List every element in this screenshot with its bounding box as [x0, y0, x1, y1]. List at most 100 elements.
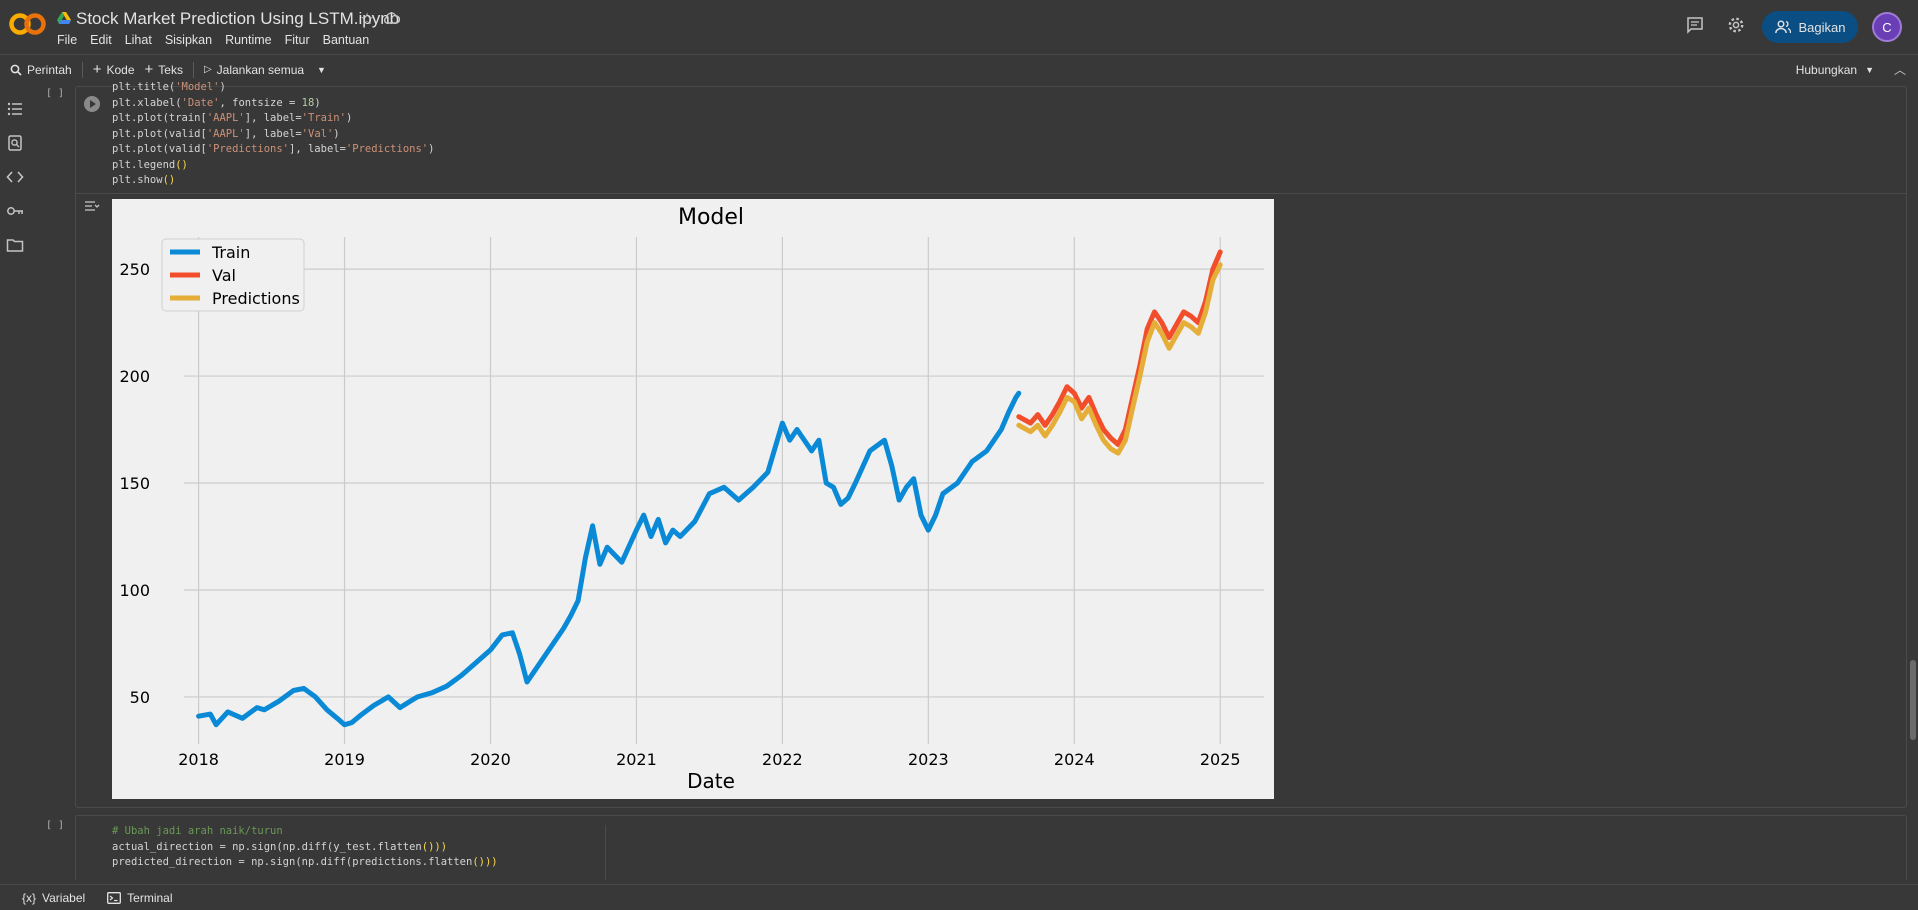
- code-text: ], label=: [244, 112, 302, 124]
- chevron-up-icon[interactable]: ︿: [1893, 63, 1906, 77]
- code-text: ): [333, 127, 340, 140]
- code-line: plt.xlabel('Date', fontsize = 18): [112, 96, 434, 112]
- table-of-contents-icon[interactable]: [6, 100, 24, 118]
- left-sidebar: [0, 86, 30, 876]
- notebook-title[interactable]: Stock Market Prediction Using LSTM.ipynb: [76, 9, 400, 28]
- menu-runtime[interactable]: Runtime: [225, 33, 272, 47]
- plus-icon: +: [144, 61, 154, 78]
- code-text: ], label=: [289, 143, 346, 155]
- code-editor[interactable]: plt.title('Model') plt.xlabel('Date', fon…: [112, 80, 434, 186]
- comment-icon[interactable]: [1686, 16, 1704, 34]
- legend-label-train: Train: [211, 243, 250, 262]
- run-cell-button[interactable]: [84, 96, 100, 112]
- terminal-icon: [107, 891, 122, 904]
- code-line: plt.plot(valid['Predictions'], label='Pr…: [112, 142, 434, 158]
- code-text: (): [175, 158, 188, 171]
- variables-label: Variabel: [42, 890, 86, 905]
- code-parens: ())): [421, 840, 448, 853]
- files-folder-icon[interactable]: [6, 236, 24, 254]
- add-code-cell-button[interactable]: + Kode: [93, 61, 135, 78]
- variables-button[interactable]: {x} Variabel: [22, 891, 85, 905]
- search-icon: [10, 64, 22, 76]
- secrets-key-icon[interactable]: [6, 202, 24, 220]
- code-line: plt.show(): [112, 173, 434, 186]
- run-all-button[interactable]: ▷ Jalankan semua ▼: [204, 63, 326, 77]
- code-cell[interactable]: [75, 86, 1907, 808]
- legend-label-predictions: Predictions: [212, 289, 300, 308]
- star-icon[interactable]: ☆: [360, 11, 375, 28]
- toolbar-divider: [192, 61, 194, 78]
- code-text: ): [314, 96, 321, 109]
- connect-label: Hubungkan: [1795, 63, 1858, 77]
- code-string: 'Val': [301, 127, 334, 140]
- add-code-label: Kode: [106, 62, 135, 77]
- y-tick-label: 100: [119, 581, 150, 600]
- terminal-button[interactable]: Terminal: [107, 890, 173, 905]
- code-text: ): [219, 81, 226, 93]
- code-text: plt.plot(valid[: [112, 143, 207, 155]
- cell-divider: [605, 825, 606, 880]
- top-bar: Stock Market Prediction Using LSTM.ipynb…: [0, 0, 1918, 52]
- code-text: plt.plot(train[: [112, 112, 207, 124]
- chevron-down-icon[interactable]: ▼: [317, 64, 326, 75]
- code-string: 'Predictions': [206, 143, 290, 155]
- code-string: 'Predictions': [345, 143, 429, 155]
- chart-title: Model: [678, 205, 744, 230]
- output-divider: [76, 193, 1906, 194]
- settings-gear-icon[interactable]: [1727, 16, 1745, 34]
- code-text: plt.title(: [112, 81, 176, 93]
- code-text: plt.plot(valid[: [112, 127, 207, 140]
- toolbar-divider: [81, 61, 83, 78]
- menu-tools[interactable]: Fitur: [284, 33, 310, 47]
- add-text-cell-button[interactable]: + Teks: [145, 61, 183, 78]
- menu-edit[interactable]: Edit: [90, 33, 112, 47]
- connect-runtime-button[interactable]: Hubungkan ▼: [1796, 63, 1874, 77]
- code-text: plt.xlabel(: [112, 96, 182, 109]
- share-button[interactable]: Bagikan: [1762, 11, 1858, 43]
- menu-help[interactable]: Bantuan: [322, 33, 370, 47]
- code-string: 'AAPL': [206, 127, 245, 140]
- menu-view[interactable]: Lihat: [124, 33, 152, 47]
- x-tick-label: 2020: [470, 750, 511, 769]
- legend-label-val: Val: [212, 266, 236, 285]
- colab-logo-icon[interactable]: [8, 10, 48, 38]
- people-icon: [1774, 20, 1791, 34]
- code-cell[interactable]: [75, 815, 1907, 880]
- code-snippets-icon[interactable]: [6, 168, 24, 186]
- x-tick-label: 2022: [762, 750, 803, 769]
- status-bar: {x} Variabel Terminal: [0, 884, 1918, 910]
- notebook-scrollbar[interactable]: [1910, 660, 1916, 740]
- y-tick-label: 50: [130, 688, 150, 707]
- x-tick-label: 2024: [1054, 750, 1095, 769]
- x-tick-label: 2023: [908, 750, 949, 769]
- code-parens: ())): [472, 856, 498, 868]
- add-text-label: Teks: [158, 62, 183, 77]
- menu-file[interactable]: File: [57, 33, 78, 47]
- terminal-label: Terminal: [127, 890, 173, 905]
- code-line: plt.plot(valid['AAPL'], label='Val'): [112, 127, 434, 143]
- cloud-saved-icon[interactable]: [382, 11, 400, 25]
- code-comment: # Ubah jadi arah naik/turun: [112, 825, 283, 837]
- google-drive-icon[interactable]: [57, 12, 71, 24]
- command-search-button[interactable]: Perintah: [10, 63, 72, 77]
- x-tick-label: 2019: [324, 750, 365, 769]
- code-line: plt.title('Model'): [112, 80, 434, 96]
- code-line: plt.legend(): [112, 158, 434, 174]
- code-text: ], label=: [244, 127, 302, 140]
- plus-icon: +: [92, 61, 102, 78]
- code-text: plt.show: [112, 174, 163, 186]
- x-tick-label: 2025: [1200, 750, 1241, 769]
- output-actions-icon[interactable]: [84, 199, 100, 213]
- chevron-down-icon[interactable]: ▼: [1865, 65, 1874, 75]
- code-text: (): [162, 174, 176, 186]
- code-text: plt.legend: [112, 158, 176, 171]
- code-editor[interactable]: # Ubah jadi arah naik/turun actual_direc…: [112, 824, 498, 871]
- command-search-label: Perintah: [27, 62, 72, 77]
- code-line: plt.plot(train['AAPL'], label='Train'): [112, 111, 434, 127]
- x-tick-label: 2021: [616, 750, 657, 769]
- menu-insert[interactable]: Sisipkan: [164, 33, 213, 47]
- user-avatar[interactable]: C: [1872, 12, 1902, 42]
- cell-execution-count: [ ]: [46, 88, 65, 99]
- model-prediction-chart: 2018 2019 2020 2021 2022 2023 2024 2025 50 100 150…: [112, 199, 1274, 799]
- find-replace-icon[interactable]: [6, 134, 24, 152]
